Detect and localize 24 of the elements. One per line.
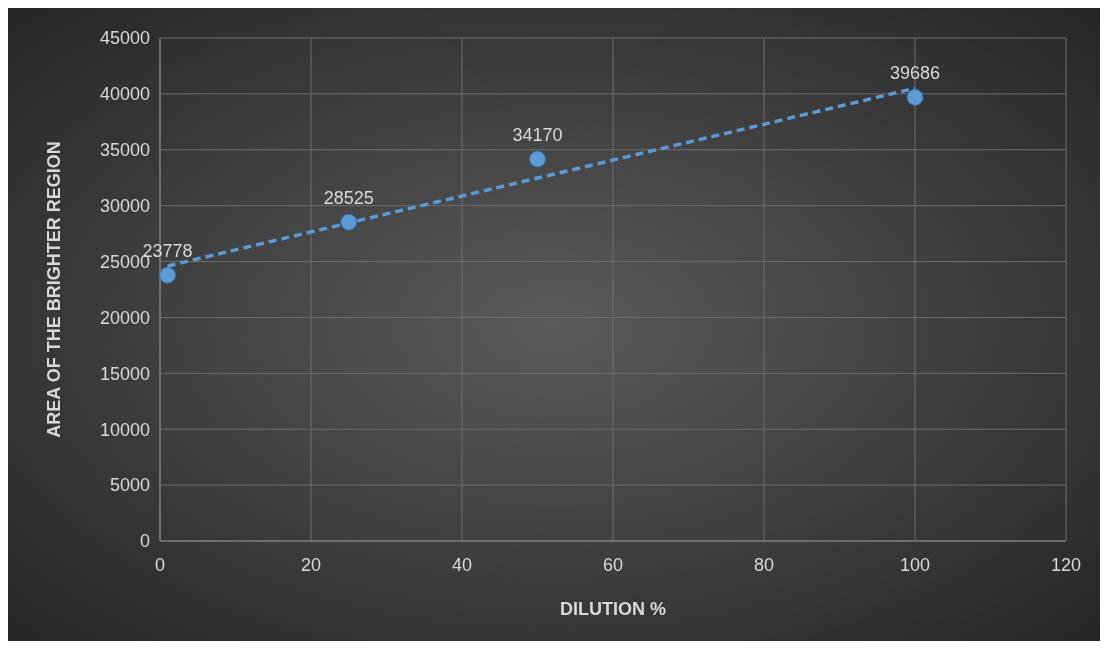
point	[159, 266, 177, 284]
y-tick-label: 0	[139, 531, 150, 552]
data-label: 39686	[889, 63, 941, 84]
point	[906, 88, 924, 106]
data-label: 28525	[323, 188, 374, 209]
x-tick-label: 60	[602, 555, 624, 575]
y-tick-label: 40000	[99, 84, 150, 105]
x-tick-label: 100	[899, 555, 931, 575]
x-tick-label: 40	[451, 555, 473, 575]
y-tick-label: 15000	[99, 363, 150, 384]
x-tick-label: 80	[753, 555, 775, 575]
y-tick-label: 5000	[109, 475, 150, 496]
y-tick-label: 35000	[99, 140, 150, 161]
y-tick-label: 20000	[99, 307, 150, 328]
y-tick-label: 10000	[99, 419, 150, 440]
x-tick-label: 120	[1050, 555, 1082, 575]
data-label: 34170	[512, 125, 563, 146]
x-tick-label: 0	[154, 555, 166, 575]
x-tick-label: 20	[300, 555, 322, 575]
x-axis-title: DILUTION %	[560, 599, 666, 619]
y-tick-label: 30000	[99, 195, 150, 216]
y-axis-title: AREA OF THE BRIGHTER REGION	[44, 141, 64, 438]
y-tick-label: 45000	[99, 28, 150, 49]
point	[529, 150, 546, 168]
